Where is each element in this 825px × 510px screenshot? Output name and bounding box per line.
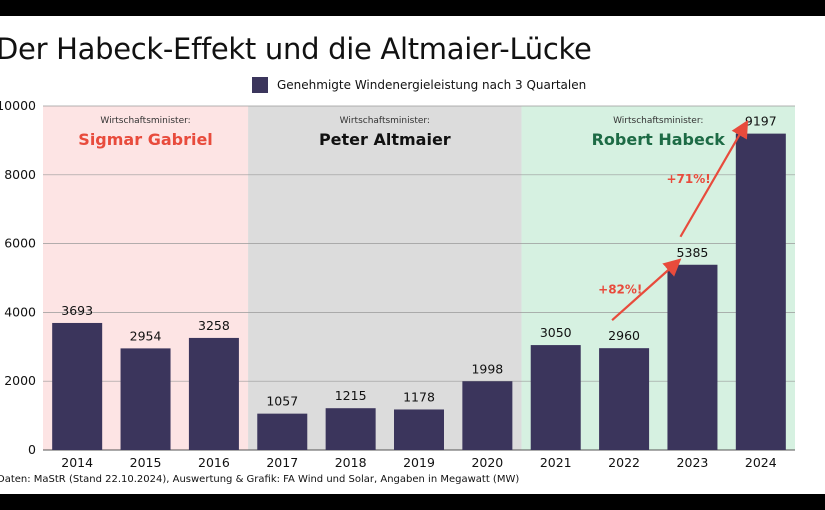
chart-title: Der Habeck-Effekt und die Altmaier-Lücke (0, 32, 592, 66)
y-tick-label: 2000 (4, 373, 36, 388)
bar (325, 408, 376, 450)
era-minister-name: Robert Habeck (592, 130, 726, 149)
bar-value-label: 2954 (130, 328, 162, 343)
era-minister-name: Sigmar Gabriel (78, 130, 212, 149)
bar (735, 133, 786, 450)
bar-value-label: 3258 (198, 318, 230, 333)
x-tick-label: 2014 (61, 455, 93, 470)
bar-value-label: 1057 (266, 394, 298, 409)
era-minister-name: Peter Altmaier (319, 130, 451, 149)
source-note: Daten: MaStR (Stand 22.10.2024), Auswert… (0, 474, 520, 485)
y-tick-label: 10000 (0, 98, 36, 113)
growth-label: +71%! (667, 172, 711, 186)
bar-value-label: 1215 (335, 388, 367, 403)
y-tick-label: 0 (28, 442, 36, 457)
bar (530, 345, 581, 450)
growth-arrow (679, 119, 749, 238)
bar (188, 337, 239, 450)
x-tick-label: 2023 (677, 455, 709, 470)
era-role-label: Wirtschaftsminister: (340, 116, 430, 126)
x-tick-label: 2020 (471, 455, 503, 470)
legend: Genehmigte Windenergieleistung nach 3 Qu… (252, 77, 586, 93)
chart-frame: Der Habeck-Effekt und die Altmaier-Lücke… (0, 16, 825, 494)
bar-value-label: 3050 (540, 325, 572, 340)
y-tick-label: 4000 (4, 304, 36, 319)
x-tick-label: 2015 (130, 455, 162, 470)
bar (667, 264, 718, 450)
bar (462, 381, 513, 450)
bar-value-label: 1178 (403, 389, 435, 404)
y-tick-label: 8000 (4, 167, 36, 182)
x-tick-label: 2024 (745, 455, 777, 470)
legend-label: Genehmigte Windenergieleistung nach 3 Qu… (277, 78, 587, 92)
bar-value-label: 1998 (471, 361, 503, 376)
bar (599, 348, 650, 450)
growth-arrow (611, 258, 682, 321)
bar (394, 409, 444, 450)
bar (52, 322, 103, 450)
x-tick-label: 2021 (540, 455, 572, 470)
era-role-label: Wirtschaftsminister: (613, 116, 703, 126)
x-tick-label: 2017 (266, 455, 298, 470)
bar-value-label: 9197 (745, 114, 777, 129)
bar (257, 413, 308, 450)
growth-label: +82%! (598, 282, 642, 296)
x-tick-label: 2019 (403, 455, 435, 470)
y-tick-label: 6000 (4, 236, 36, 251)
era-role-label: Wirtschaftsminister: (100, 116, 190, 126)
bar-chart: Wirtschaftsminister: Sigmar Gabriel Wirtsc… (0, 98, 795, 470)
bar-value-label: 3693 (61, 303, 93, 318)
bar-value-label: 2960 (608, 328, 640, 343)
bar-value-label: 5385 (677, 245, 709, 260)
x-tick-label: 2016 (198, 455, 230, 470)
legend-swatch (252, 77, 268, 93)
bar (120, 348, 171, 450)
x-tick-label: 2018 (335, 455, 367, 470)
x-tick-label: 2022 (608, 455, 640, 470)
